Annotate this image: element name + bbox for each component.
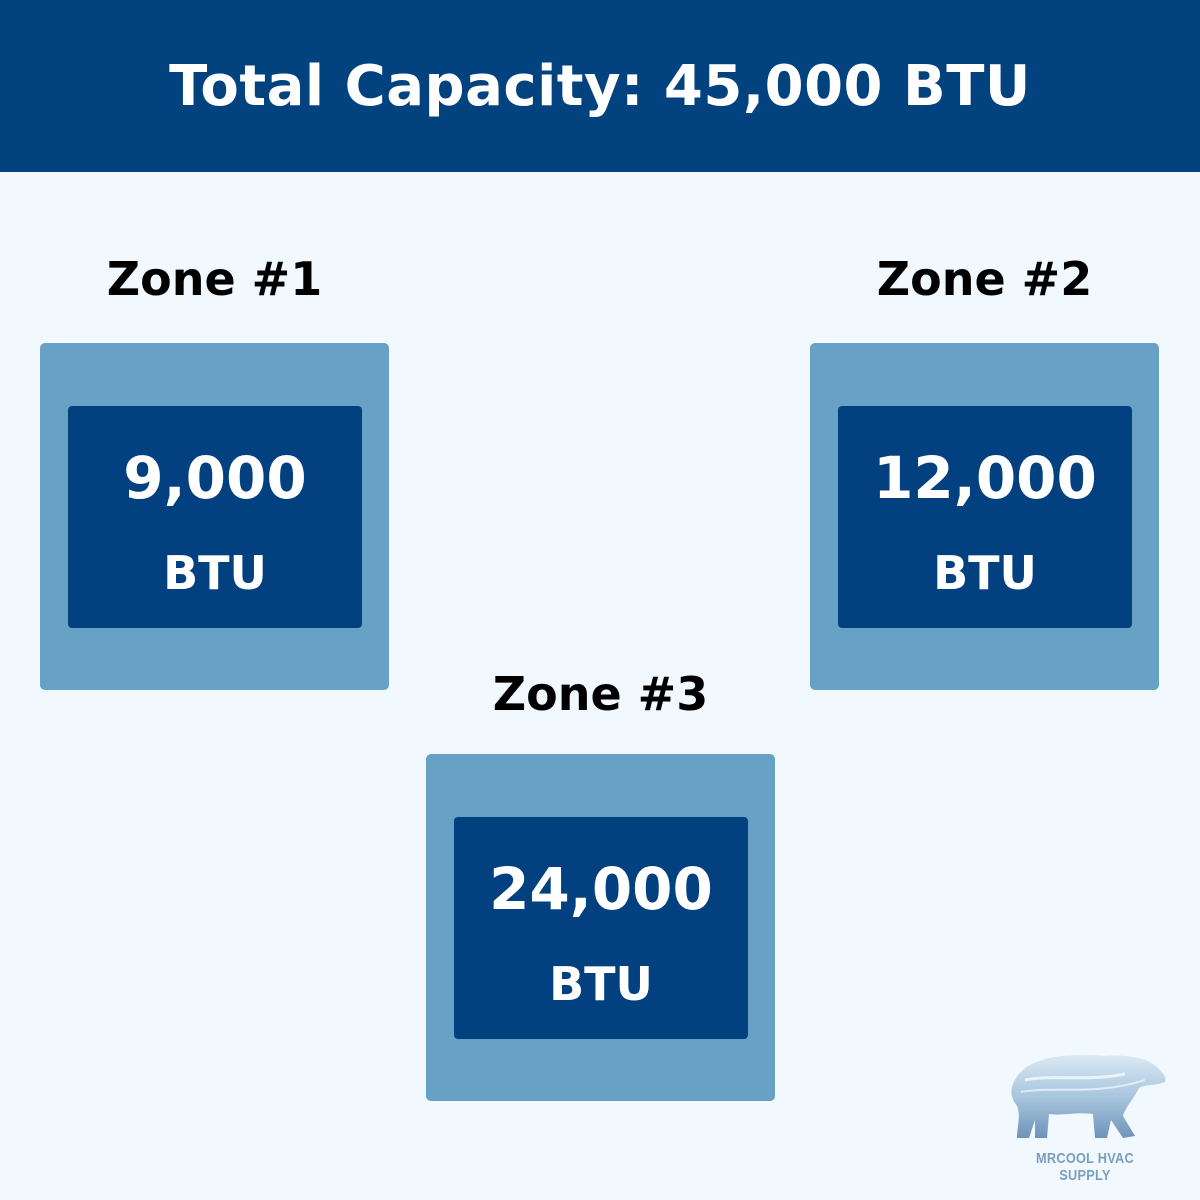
zone-3-capacity-box: 24,000 BTU (454, 817, 748, 1039)
zone-2-value: 12,000 (873, 444, 1097, 512)
zone-1-card: 9,000 BTU (40, 343, 389, 690)
zone-2-unit: BTU (933, 546, 1037, 600)
title-banner: Total Capacity: 45,000 BTU (0, 0, 1200, 172)
zone-3-unit: BTU (549, 957, 653, 1011)
zone-2-label: Zone #2 (876, 252, 1093, 306)
page-title: Total Capacity: 45,000 BTU (169, 53, 1031, 119)
zone-2-capacity-box: 12,000 BTU (838, 406, 1132, 628)
polar-bear-icon (1011, 1054, 1166, 1138)
zone-3-value: 24,000 (489, 855, 713, 923)
zone-1-value: 9,000 (123, 444, 307, 512)
zone-1-label: Zone #1 (106, 252, 323, 306)
zone-1-unit: BTU (163, 546, 267, 600)
brand-logo: MRCOOL HVAC SUPPLY (995, 1040, 1175, 1184)
zone-3-label: Zone #3 (492, 667, 709, 721)
zone-1-capacity-box: 9,000 BTU (68, 406, 362, 628)
logo-text: MRCOOL HVAC SUPPLY (1036, 1150, 1134, 1184)
zone-3-card: 24,000 BTU (426, 754, 775, 1101)
zone-2-card: 12,000 BTU (810, 343, 1159, 690)
